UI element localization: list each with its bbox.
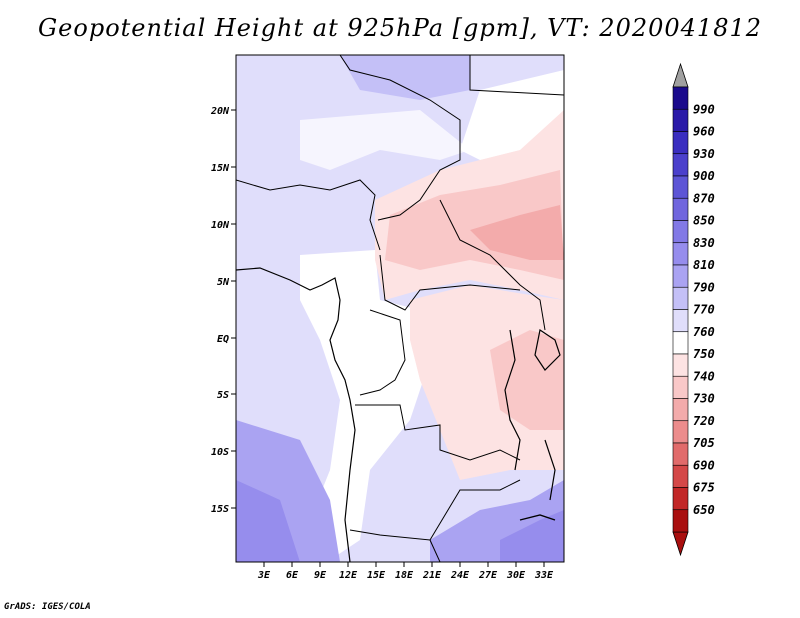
lon-label: 24E xyxy=(450,570,470,581)
colorbar-segment xyxy=(672,286,689,310)
colorbar-top-cap xyxy=(672,62,689,88)
field-blue-southeast-deep xyxy=(500,510,564,562)
colorbar-label: 830 xyxy=(693,236,715,250)
colorbar-segment xyxy=(672,509,689,533)
colorbar-segment xyxy=(672,197,689,221)
border-line-central xyxy=(379,254,521,311)
colorbar-segment xyxy=(672,242,689,266)
colorbar-label: 705 xyxy=(693,436,715,450)
colorbar-segment xyxy=(672,420,689,444)
lat-label: 10N xyxy=(211,220,230,231)
chart-title: Geopotential Height at 925hPa [gpm], VT:… xyxy=(38,14,762,42)
lake-victoria xyxy=(534,329,561,371)
field-blue-north xyxy=(340,55,470,100)
lon-label: 27E xyxy=(478,570,498,581)
coastline-west xyxy=(236,267,356,562)
colorbar-segment xyxy=(672,131,689,155)
lon-label: 15E xyxy=(367,570,386,581)
lat-label: 15S xyxy=(211,504,229,515)
colorbar-label: 650 xyxy=(693,503,715,517)
lake-tanganyika xyxy=(504,329,521,471)
colorbar-label: 810 xyxy=(693,258,715,272)
colorbar-label: 900 xyxy=(693,169,715,183)
colorbar-label: 675 xyxy=(693,481,715,495)
colorbar-label: 690 xyxy=(693,458,715,472)
colorbar-label: 720 xyxy=(693,414,715,428)
colorbar-label: 740 xyxy=(693,369,715,383)
map-field xyxy=(236,55,564,562)
border-line-east xyxy=(439,199,546,331)
colorbar-segment xyxy=(672,264,689,288)
colorbar-bottom-cap xyxy=(672,531,689,557)
colorbar-segment xyxy=(672,464,689,488)
lon-axis: 3E 6E 9E 12E 15E 18E 21E 24E 27E 30E 33E xyxy=(257,562,554,581)
map-frame xyxy=(235,54,565,563)
field-white-north xyxy=(300,110,470,170)
colorbar-label: 960 xyxy=(693,125,715,139)
colorbar-segment xyxy=(672,442,689,466)
colorbar-segment xyxy=(672,331,689,355)
lake-malawi xyxy=(544,439,556,501)
lat-label: 5S xyxy=(217,390,229,401)
credit-text: GrADS: IGES/COLA xyxy=(4,602,91,612)
colorbar-segment xyxy=(672,375,689,399)
lon-label: 12E xyxy=(339,570,358,581)
colorbar-label: 930 xyxy=(693,147,715,161)
lat-label: EQ xyxy=(217,334,229,345)
lon-label: 33E xyxy=(534,570,554,581)
border-line-congo xyxy=(359,309,406,396)
border-line-sahel xyxy=(339,55,461,221)
lon-label: 9E xyxy=(314,570,327,581)
lon-label: 30E xyxy=(506,570,526,581)
colorbar-label: 870 xyxy=(693,191,715,205)
colorbar-label: 790 xyxy=(693,280,715,294)
border-line-namibia xyxy=(429,539,441,562)
lat-label: 5N xyxy=(217,277,230,288)
lon-label: 21E xyxy=(422,570,442,581)
border-line-northeast xyxy=(469,55,564,96)
colorbar-segment xyxy=(672,86,689,110)
colorbar-segment xyxy=(672,309,689,333)
colorbar-segment xyxy=(672,153,689,177)
lat-label: 15N xyxy=(211,163,230,174)
border-line-south xyxy=(349,479,521,541)
border-line-north xyxy=(236,179,381,251)
lat-label: 20N xyxy=(210,106,230,117)
lon-label: 3E xyxy=(257,570,271,581)
field-pink-strong xyxy=(470,205,564,260)
colorbar-label: 990 xyxy=(693,102,715,116)
colorbar-label: 730 xyxy=(693,392,715,406)
colorbar-segment xyxy=(672,353,689,377)
lon-label: 6E xyxy=(286,570,299,581)
field-pink-east xyxy=(490,330,564,430)
field-blue-southwest-deep xyxy=(236,480,300,562)
lat-axis: 20N 15N 10N 5N EQ 5S 10S 15S xyxy=(210,106,236,515)
lat-label: 10S xyxy=(211,447,229,458)
lake-kariba xyxy=(519,514,556,521)
colorbar-label: 770 xyxy=(693,303,715,317)
colorbar-segment xyxy=(672,398,689,422)
colorbar-label: 760 xyxy=(693,325,715,339)
colorbar-segment xyxy=(672,108,689,132)
colorbar-label: 850 xyxy=(693,214,715,228)
colorbar-segment xyxy=(672,175,689,199)
colorbar-label: 750 xyxy=(693,347,715,361)
colorbar-segment xyxy=(672,487,689,511)
lon-label: 18E xyxy=(395,570,414,581)
border-line-angola xyxy=(355,404,521,461)
colorbar: 990 960 930 900 870 850 830 810 790 770 760 750 740 7… xyxy=(672,62,715,557)
colorbar-segment xyxy=(672,220,689,244)
